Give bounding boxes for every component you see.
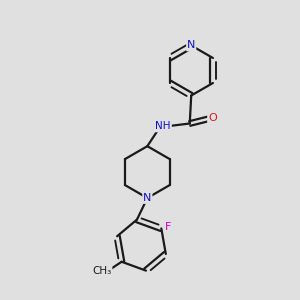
Text: F: F [165, 222, 171, 232]
Text: N: N [187, 40, 195, 50]
Text: O: O [208, 113, 217, 123]
Text: NH: NH [155, 122, 171, 131]
Text: CH₃: CH₃ [92, 266, 112, 276]
Text: N: N [143, 193, 152, 203]
